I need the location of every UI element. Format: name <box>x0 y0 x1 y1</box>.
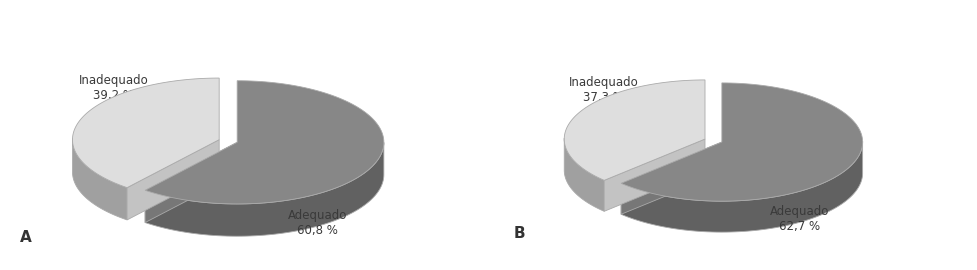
Text: A: A <box>21 230 32 245</box>
Text: Inadequado
39,2 %: Inadequado 39,2 % <box>78 74 149 102</box>
Polygon shape <box>72 139 127 220</box>
Text: Adequado
60,8 %: Adequado 60,8 % <box>288 209 347 237</box>
Text: Adequado
62,7 %: Adequado 62,7 % <box>769 205 828 234</box>
Polygon shape <box>145 81 383 204</box>
Polygon shape <box>127 140 219 220</box>
Polygon shape <box>564 80 704 180</box>
Polygon shape <box>620 83 862 201</box>
Polygon shape <box>145 143 383 236</box>
Polygon shape <box>620 142 721 214</box>
Polygon shape <box>564 138 604 211</box>
Polygon shape <box>145 142 237 222</box>
Text: Inadequado
37,3 %: Inadequado 37,3 % <box>569 76 638 104</box>
Text: B: B <box>513 225 525 241</box>
Polygon shape <box>604 139 704 211</box>
Polygon shape <box>620 141 862 232</box>
Polygon shape <box>72 78 219 188</box>
